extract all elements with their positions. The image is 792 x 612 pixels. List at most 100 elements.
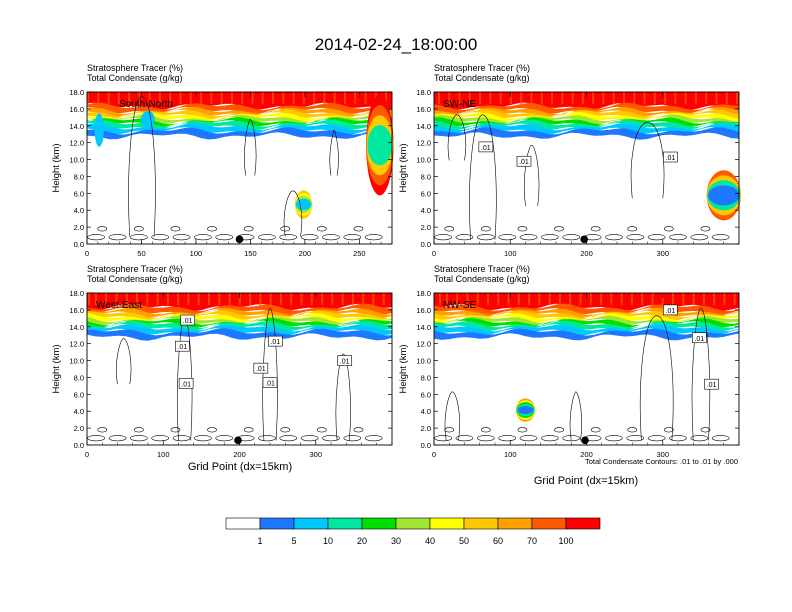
tracer-streak [612, 92, 615, 105]
tracer-streak [579, 293, 582, 306]
tracer-streak [559, 293, 561, 306]
contour-line [243, 427, 254, 433]
tracer-band [434, 315, 739, 326]
panel-label: West-East [96, 300, 142, 311]
tracer-band [87, 303, 392, 316]
contour-label-text: .01 [707, 382, 717, 389]
contour-label-text: .01 [270, 339, 280, 346]
tracer-streak [643, 92, 646, 105]
colorbar-label: 30 [391, 536, 401, 546]
y-tick-label: 18.0 [416, 88, 431, 97]
contour-line [711, 435, 730, 442]
tracer-streak [602, 92, 605, 105]
y-tick-label: 0.0 [421, 240, 431, 249]
y-tick-label: 10.0 [69, 357, 84, 366]
location-marker [581, 436, 589, 445]
contour-line [329, 129, 339, 176]
contour-line [87, 234, 105, 241]
contour-label: .01 [253, 362, 269, 374]
tracer-streak [249, 293, 252, 306]
tracer-streak [499, 92, 502, 105]
panel-title-tracer: Stratosphere Tracer (%) [434, 63, 530, 73]
contour-line [87, 435, 105, 442]
contour-line [172, 435, 191, 442]
xaxis-label-left: Grid Point (dx=15km) [188, 461, 292, 473]
tracer-blob [708, 185, 740, 206]
contour-label-box [175, 340, 190, 352]
tracer-streak [125, 293, 128, 306]
contour-line [280, 226, 291, 232]
colorbar-swatch [293, 517, 329, 530]
tracer-streak [623, 92, 625, 105]
tracer-band [434, 320, 739, 332]
contour-line [283, 190, 303, 237]
tracer-streak [372, 293, 375, 306]
contour-label-box [478, 141, 494, 153]
contour-label: .01 [663, 304, 678, 316]
tracer-streak [682, 293, 685, 306]
contour-label-text: .01 [265, 381, 275, 388]
contour-label: .01 [178, 378, 194, 389]
contour-line [627, 427, 638, 433]
panel-title-condensate: Total Condensate (g/kg) [87, 274, 183, 284]
contour-line [523, 144, 540, 207]
contour-label-text: .01 [666, 308, 676, 315]
tracer-streak [362, 293, 365, 306]
tracer-streak [528, 293, 531, 306]
tracer-streak [251, 92, 254, 105]
contour-line [480, 427, 491, 433]
contour-label-box [262, 377, 278, 388]
y-axis-label: Height (km) [51, 143, 62, 192]
tracer-blob [367, 125, 393, 166]
y-tick-label: 10.0 [416, 156, 431, 165]
tracer-streak [146, 293, 149, 306]
tracer-streak [313, 92, 316, 105]
y-tick-label: 4.0 [74, 407, 84, 416]
y-tick-label: 8.0 [74, 172, 84, 181]
tracer-streak [456, 293, 459, 306]
contour-label: .01 [175, 340, 190, 352]
tracer-streak [331, 293, 334, 306]
y-tick-label: 6.0 [74, 390, 84, 399]
contour-label: .01 [663, 151, 678, 163]
tracer-streak [692, 293, 695, 306]
tracer-streak [105, 293, 108, 306]
tracer-streak [702, 293, 705, 306]
colorbar-label: 60 [493, 536, 503, 546]
contour-line [554, 226, 564, 232]
tracer-band [87, 313, 392, 323]
tracer-streak [548, 293, 551, 306]
tracer-blob [517, 405, 534, 415]
contour-line [700, 226, 711, 232]
x-tick-label: 100 [504, 249, 517, 258]
colorbar-label: 20 [357, 536, 367, 546]
y-tick-label: 8.0 [74, 373, 84, 382]
contour-line [434, 234, 452, 241]
tracer-streak [445, 293, 448, 306]
tracer-blob [94, 113, 104, 147]
contour-line [562, 234, 581, 241]
y-tick-label: 6.0 [421, 189, 431, 198]
tracer-streak [705, 92, 708, 105]
tracer-streak [466, 293, 469, 306]
x-tick-label: 100 [504, 450, 517, 459]
contour-line [170, 226, 181, 232]
contour-line [562, 435, 581, 442]
tracer-streak [569, 293, 572, 306]
x-tick-label: 0 [85, 249, 89, 258]
contour-line [279, 435, 298, 442]
tracer-streak [189, 92, 192, 105]
contour-line [711, 234, 730, 241]
contour-label: .01 [268, 335, 283, 347]
colorbar-label: 40 [425, 536, 435, 546]
tracer-band [87, 122, 392, 135]
tracer-band [434, 119, 739, 131]
tracer-band [434, 114, 739, 125]
y-tick-label: 6.0 [421, 390, 431, 399]
tracer-streak [210, 92, 213, 105]
contour-line [97, 226, 108, 232]
x-tick-label: 50 [137, 249, 145, 258]
tracer-streak [323, 92, 326, 105]
contour-line [207, 427, 217, 433]
contour-line [590, 427, 601, 433]
